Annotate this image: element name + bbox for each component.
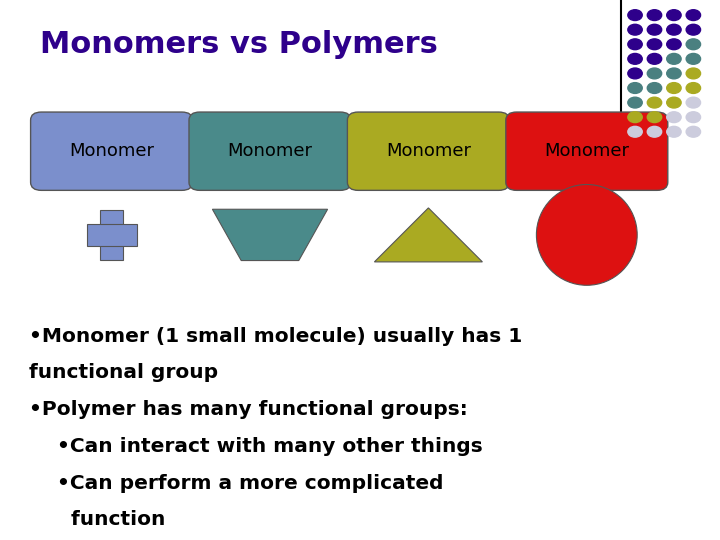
Text: functional group: functional group	[29, 363, 218, 382]
Circle shape	[686, 97, 701, 108]
Text: •Monomer (1 small molecule) usually has 1: •Monomer (1 small molecule) usually has …	[29, 327, 522, 346]
Circle shape	[667, 39, 681, 50]
Circle shape	[628, 83, 642, 93]
Circle shape	[686, 24, 701, 35]
FancyBboxPatch shape	[86, 224, 137, 246]
Circle shape	[667, 126, 681, 137]
Text: function: function	[29, 510, 165, 529]
Circle shape	[667, 24, 681, 35]
Circle shape	[647, 83, 662, 93]
Circle shape	[647, 39, 662, 50]
Circle shape	[686, 10, 701, 21]
FancyBboxPatch shape	[505, 112, 668, 191]
Circle shape	[686, 39, 701, 50]
Text: Monomer: Monomer	[228, 142, 312, 160]
Circle shape	[647, 126, 662, 137]
Circle shape	[667, 10, 681, 21]
Circle shape	[667, 68, 681, 79]
Text: •Polymer has many functional groups:: •Polymer has many functional groups:	[29, 400, 467, 419]
Circle shape	[686, 112, 701, 123]
FancyBboxPatch shape	[100, 210, 123, 260]
Polygon shape	[374, 208, 482, 262]
Text: Monomer: Monomer	[544, 142, 629, 160]
Ellipse shape	[536, 185, 637, 285]
Circle shape	[647, 53, 662, 64]
Circle shape	[686, 126, 701, 137]
Circle shape	[667, 83, 681, 93]
Text: •Can interact with many other things: •Can interact with many other things	[29, 437, 482, 456]
Text: Monomers vs Polymers: Monomers vs Polymers	[40, 30, 438, 59]
Circle shape	[628, 39, 642, 50]
Text: •Can perform a more complicated: •Can perform a more complicated	[29, 474, 444, 492]
Circle shape	[647, 68, 662, 79]
Circle shape	[647, 10, 662, 21]
FancyBboxPatch shape	[347, 112, 509, 191]
Text: Monomer: Monomer	[69, 142, 154, 160]
Circle shape	[686, 83, 701, 93]
Circle shape	[667, 53, 681, 64]
Polygon shape	[212, 210, 328, 261]
Circle shape	[686, 53, 701, 64]
Circle shape	[667, 97, 681, 108]
Circle shape	[628, 24, 642, 35]
Circle shape	[647, 24, 662, 35]
Circle shape	[647, 112, 662, 123]
Circle shape	[628, 10, 642, 21]
Circle shape	[667, 112, 681, 123]
FancyBboxPatch shape	[30, 112, 193, 191]
Circle shape	[628, 68, 642, 79]
Circle shape	[628, 53, 642, 64]
Circle shape	[686, 68, 701, 79]
Circle shape	[628, 126, 642, 137]
Circle shape	[647, 97, 662, 108]
Circle shape	[628, 112, 642, 123]
Text: Monomer: Monomer	[386, 142, 471, 160]
FancyBboxPatch shape	[189, 112, 351, 191]
Circle shape	[628, 97, 642, 108]
